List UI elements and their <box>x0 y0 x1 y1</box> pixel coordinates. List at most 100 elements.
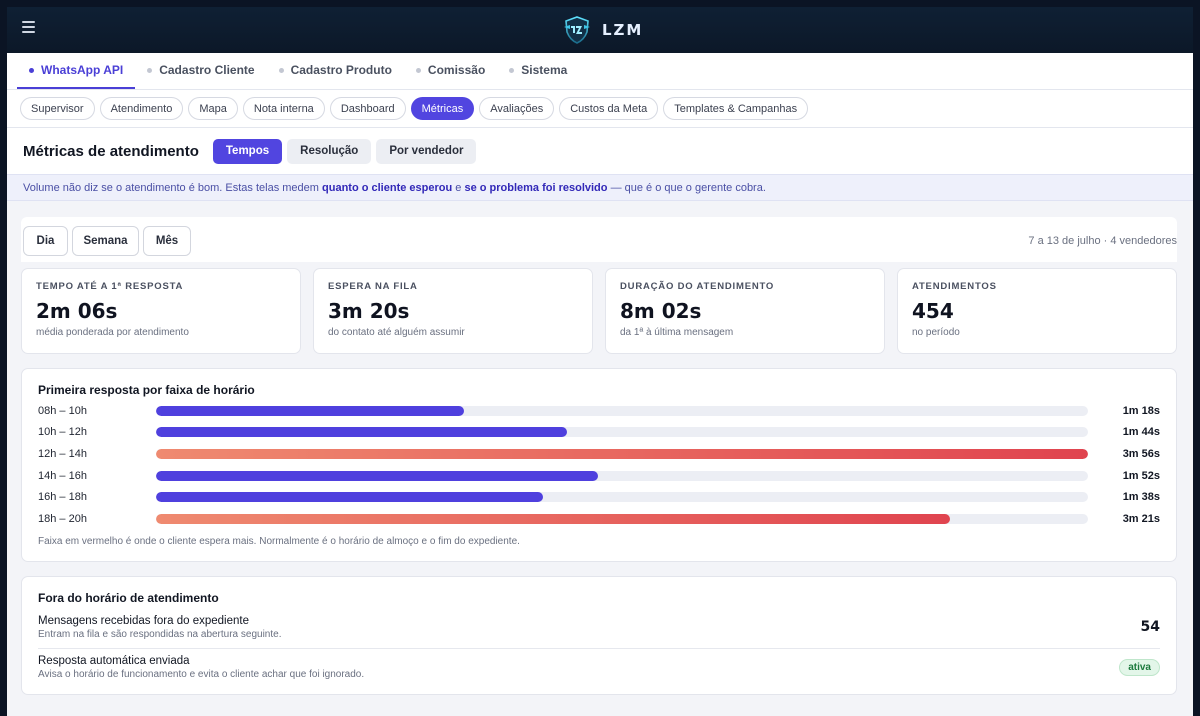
tab-comissao[interactable]: Comissão <box>404 53 497 89</box>
tab-label: Cadastro Produto <box>290 63 392 77</box>
tab-cadastro-cliente[interactable]: Cadastro Cliente <box>135 53 266 89</box>
main-content: Dia Semana Mês 7 a 13 de julho · 4 vende… <box>21 217 1177 695</box>
info-bold-2: se o problema foi resolvido <box>464 181 608 194</box>
kpi-label: ATENDIMENTOS <box>912 281 997 292</box>
chart-row: 16h – 18h 1m 38s <box>38 486 1160 508</box>
view-resolucao-button[interactable]: Resolução <box>287 138 372 164</box>
page-header: Métricas de atendimento Tempos Resolução… <box>7 128 1193 174</box>
info-text-1: Volume não diz se o atendimento é bom. E… <box>23 181 319 194</box>
list-item: Resposta automática enviada Avisa o horá… <box>38 647 1160 686</box>
info-text-3: — que é o que o gerente cobra. <box>610 181 766 194</box>
bar <box>156 492 544 503</box>
view-por-vendedor-button[interactable]: Por vendedor <box>376 138 477 164</box>
bar-value-label: 3m 56s <box>1122 447 1160 460</box>
app-window: LZM WhatsApp API Cadastro Cliente Cadast… <box>7 7 1193 716</box>
status-badge: ativa <box>1119 658 1160 676</box>
period-mes-button[interactable]: Mês <box>143 226 191 256</box>
chart-title: Primeira resposta por faixa de horário <box>38 383 255 397</box>
subtab-metricas[interactable]: Métricas <box>410 97 475 120</box>
tab-dot-icon <box>278 67 284 73</box>
list-item-text: Mensagens recebidas fora do expediente E… <box>38 615 1141 640</box>
period-semana-button[interactable]: Semana <box>72 226 139 256</box>
tab-cadastro-produto[interactable]: Cadastro Produto <box>267 53 404 89</box>
off-hours-title: Fora do horário de atendimento <box>38 590 219 605</box>
kpi-subtitle: no período <box>912 327 960 338</box>
subtab-custos-da-meta[interactable]: Custos da Meta <box>559 97 659 120</box>
info-banner: Volume não diz se o atendimento é bom. E… <box>7 174 1193 201</box>
period-selector: Dia Semana Mês 7 a 13 de julho · 4 vende… <box>21 217 1177 262</box>
subtab-dashboard[interactable]: Dashboard <box>329 97 406 120</box>
page-title: Métricas de atendimento <box>23 142 199 160</box>
bar-value-label: 1m 38s <box>1122 491 1160 504</box>
kpi-value: 3m 20s <box>328 299 410 323</box>
kpi-value: 2m 06s <box>36 299 118 323</box>
brand[interactable]: LZM <box>562 15 643 45</box>
bar-category-label: 12h – 14h <box>38 447 87 460</box>
subtab-templates-campanhas[interactable]: Templates & Campanhas <box>663 97 809 120</box>
kpi-duration: DURAÇÃO DO ATENDIMENTO 8m 02s da 1ª à úl… <box>605 268 885 354</box>
sub-tabs: Supervisor Atendimento Mapa Nota interna… <box>7 90 1193 128</box>
first-response-chart: Primeira resposta por faixa de horário 0… <box>21 368 1177 562</box>
period-summary: 7 a 13 de julho · 4 vendedores <box>1028 235 1177 247</box>
kpi-subtitle: da 1ª à última mensagem <box>620 327 734 338</box>
subtab-mapa[interactable]: Mapa <box>188 97 238 120</box>
tab-label: Cadastro Cliente <box>159 63 255 77</box>
kpi-subtitle: do contato até alguém assumir <box>328 327 465 338</box>
kpi-count: ATENDIMENTOS 454 no período <box>897 268 1177 354</box>
subtab-nota-interna[interactable]: Nota interna <box>242 97 325 120</box>
kpi-value: 454 <box>912 299 954 323</box>
bar-category-label: 18h – 20h <box>38 512 87 525</box>
tab-label: Comissão <box>427 63 486 77</box>
bar-track <box>156 513 1088 524</box>
bar-value-label: 1m 52s <box>1122 469 1160 482</box>
bar <box>156 427 567 438</box>
bar <box>156 405 465 416</box>
kpi-label: ESPERA NA FILA <box>328 281 418 292</box>
tab-dot-icon <box>509 67 515 73</box>
kpi-label: DURAÇÃO DO ATENDIMENTO <box>620 281 775 292</box>
menu-icon[interactable] <box>22 21 35 33</box>
bar <box>156 470 599 481</box>
chart-row: 18h – 20h 3m 21s <box>38 508 1160 530</box>
chart-row: 14h – 16h 1m 52s <box>38 465 1160 487</box>
list-item-title: Mensagens recebidas fora do expediente <box>38 614 249 627</box>
info-text-2: e <box>455 181 462 194</box>
view-tempos-button[interactable]: Tempos <box>212 138 283 164</box>
bar-category-label: 10h – 12h <box>38 426 87 439</box>
info-bold-1: quanto o cliente esperou <box>322 181 453 194</box>
chart-note: Faixa em vermelho é onde o cliente esper… <box>38 535 520 547</box>
subtab-atendimento[interactable]: Atendimento <box>99 97 184 120</box>
list-item-text: Resposta automática enviada Avisa o horá… <box>38 655 1119 680</box>
list-item: Mensagens recebidas fora do expediente E… <box>38 609 1160 646</box>
brand-logo-icon <box>564 16 590 44</box>
bar-track <box>156 492 1088 503</box>
bar-category-label: 08h – 10h <box>38 404 87 417</box>
bar-value-label: 3m 21s <box>1122 512 1160 525</box>
tab-label: Sistema <box>521 63 568 77</box>
bar-category-label: 14h – 16h <box>38 469 87 482</box>
list-item-subtitle: Avisa o horário de funcionamento e evita… <box>38 668 365 680</box>
chart-row: 08h – 10h 1m 18s <box>38 400 1160 422</box>
tab-label: WhatsApp API <box>41 63 124 77</box>
subtab-supervisor[interactable]: Supervisor <box>20 97 95 120</box>
chart-row: 12h – 14h 3m 56s <box>38 443 1160 465</box>
bar-value-label: 1m 44s <box>1122 426 1160 439</box>
kpi-value: 8m 02s <box>620 299 702 323</box>
bar-value-label: 1m 18s <box>1122 404 1160 417</box>
off-hours-card: Fora do horário de atendimento Mensagens… <box>21 575 1177 695</box>
bar-track <box>156 427 1088 438</box>
subtab-avaliacoes[interactable]: Avaliações <box>479 97 555 120</box>
tab-sistema[interactable]: Sistema <box>497 53 579 89</box>
kpi-label: TEMPO ATÉ A 1ª RESPOSTA <box>36 281 184 292</box>
chart-row: 10h – 12h 1m 44s <box>38 422 1160 444</box>
period-dia-button[interactable]: Dia <box>23 226 68 256</box>
tab-whatsapp-api[interactable]: WhatsApp API <box>17 53 136 89</box>
bar-category-label: 16h – 18h <box>38 491 87 504</box>
list-item-title: Resposta automática enviada <box>38 654 190 667</box>
kpi-subtitle: média ponderada por atendimento <box>36 327 189 338</box>
bar <box>156 448 1088 459</box>
bar-track <box>156 405 1088 416</box>
tab-dot-icon <box>415 67 421 73</box>
list-item-subtitle: Entram na fila e são respondidas na aber… <box>38 628 282 640</box>
tab-dot-icon <box>147 67 153 73</box>
